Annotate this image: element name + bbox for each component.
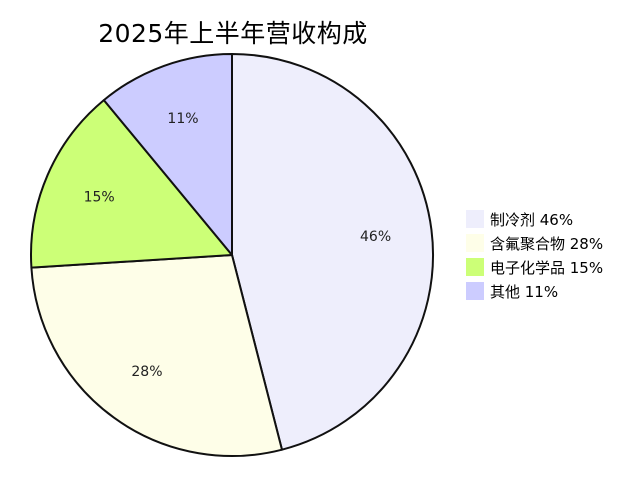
legend-swatch [466, 258, 484, 276]
legend: 制冷剂 46% 含氟聚合物 28% 电子化学品 15% 其他 11% [466, 207, 636, 303]
legend-item: 制冷剂 46% [466, 207, 636, 231]
legend-swatch [466, 210, 484, 228]
pie-slice-labels: 46% 28% 15% 11% [84, 111, 392, 380]
slice-value-label-3: 15% [84, 190, 115, 206]
slice-value-label-2: 28% [131, 364, 162, 380]
legend-swatch [466, 282, 484, 300]
pie-slice-3 [30, 99, 233, 269]
pie-slice-1 [231, 53, 435, 451]
legend-item: 电子化学品 15% [466, 255, 636, 279]
legend-item: 含氟聚合物 28% [466, 231, 636, 255]
chart-title: 2025年上半年营收构成 [98, 19, 368, 48]
legend-label: 含氟聚合物 28% [490, 234, 604, 253]
legend-label: 其他 11% [490, 282, 559, 301]
legend-swatch [466, 234, 484, 252]
slice-value-label-1: 46% [360, 229, 391, 245]
pie-chart: 46% 28% 15% 11% [30, 53, 435, 457]
legend-label: 电子化学品 15% [490, 258, 604, 277]
pie-slice-4 [102, 53, 233, 256]
legend-item: 其他 11% [466, 279, 636, 303]
pie-slice-2 [30, 254, 283, 457]
slice-value-label-4: 11% [167, 111, 198, 127]
legend-label: 制冷剂 46% [490, 210, 574, 229]
pie-slices [30, 53, 435, 457]
